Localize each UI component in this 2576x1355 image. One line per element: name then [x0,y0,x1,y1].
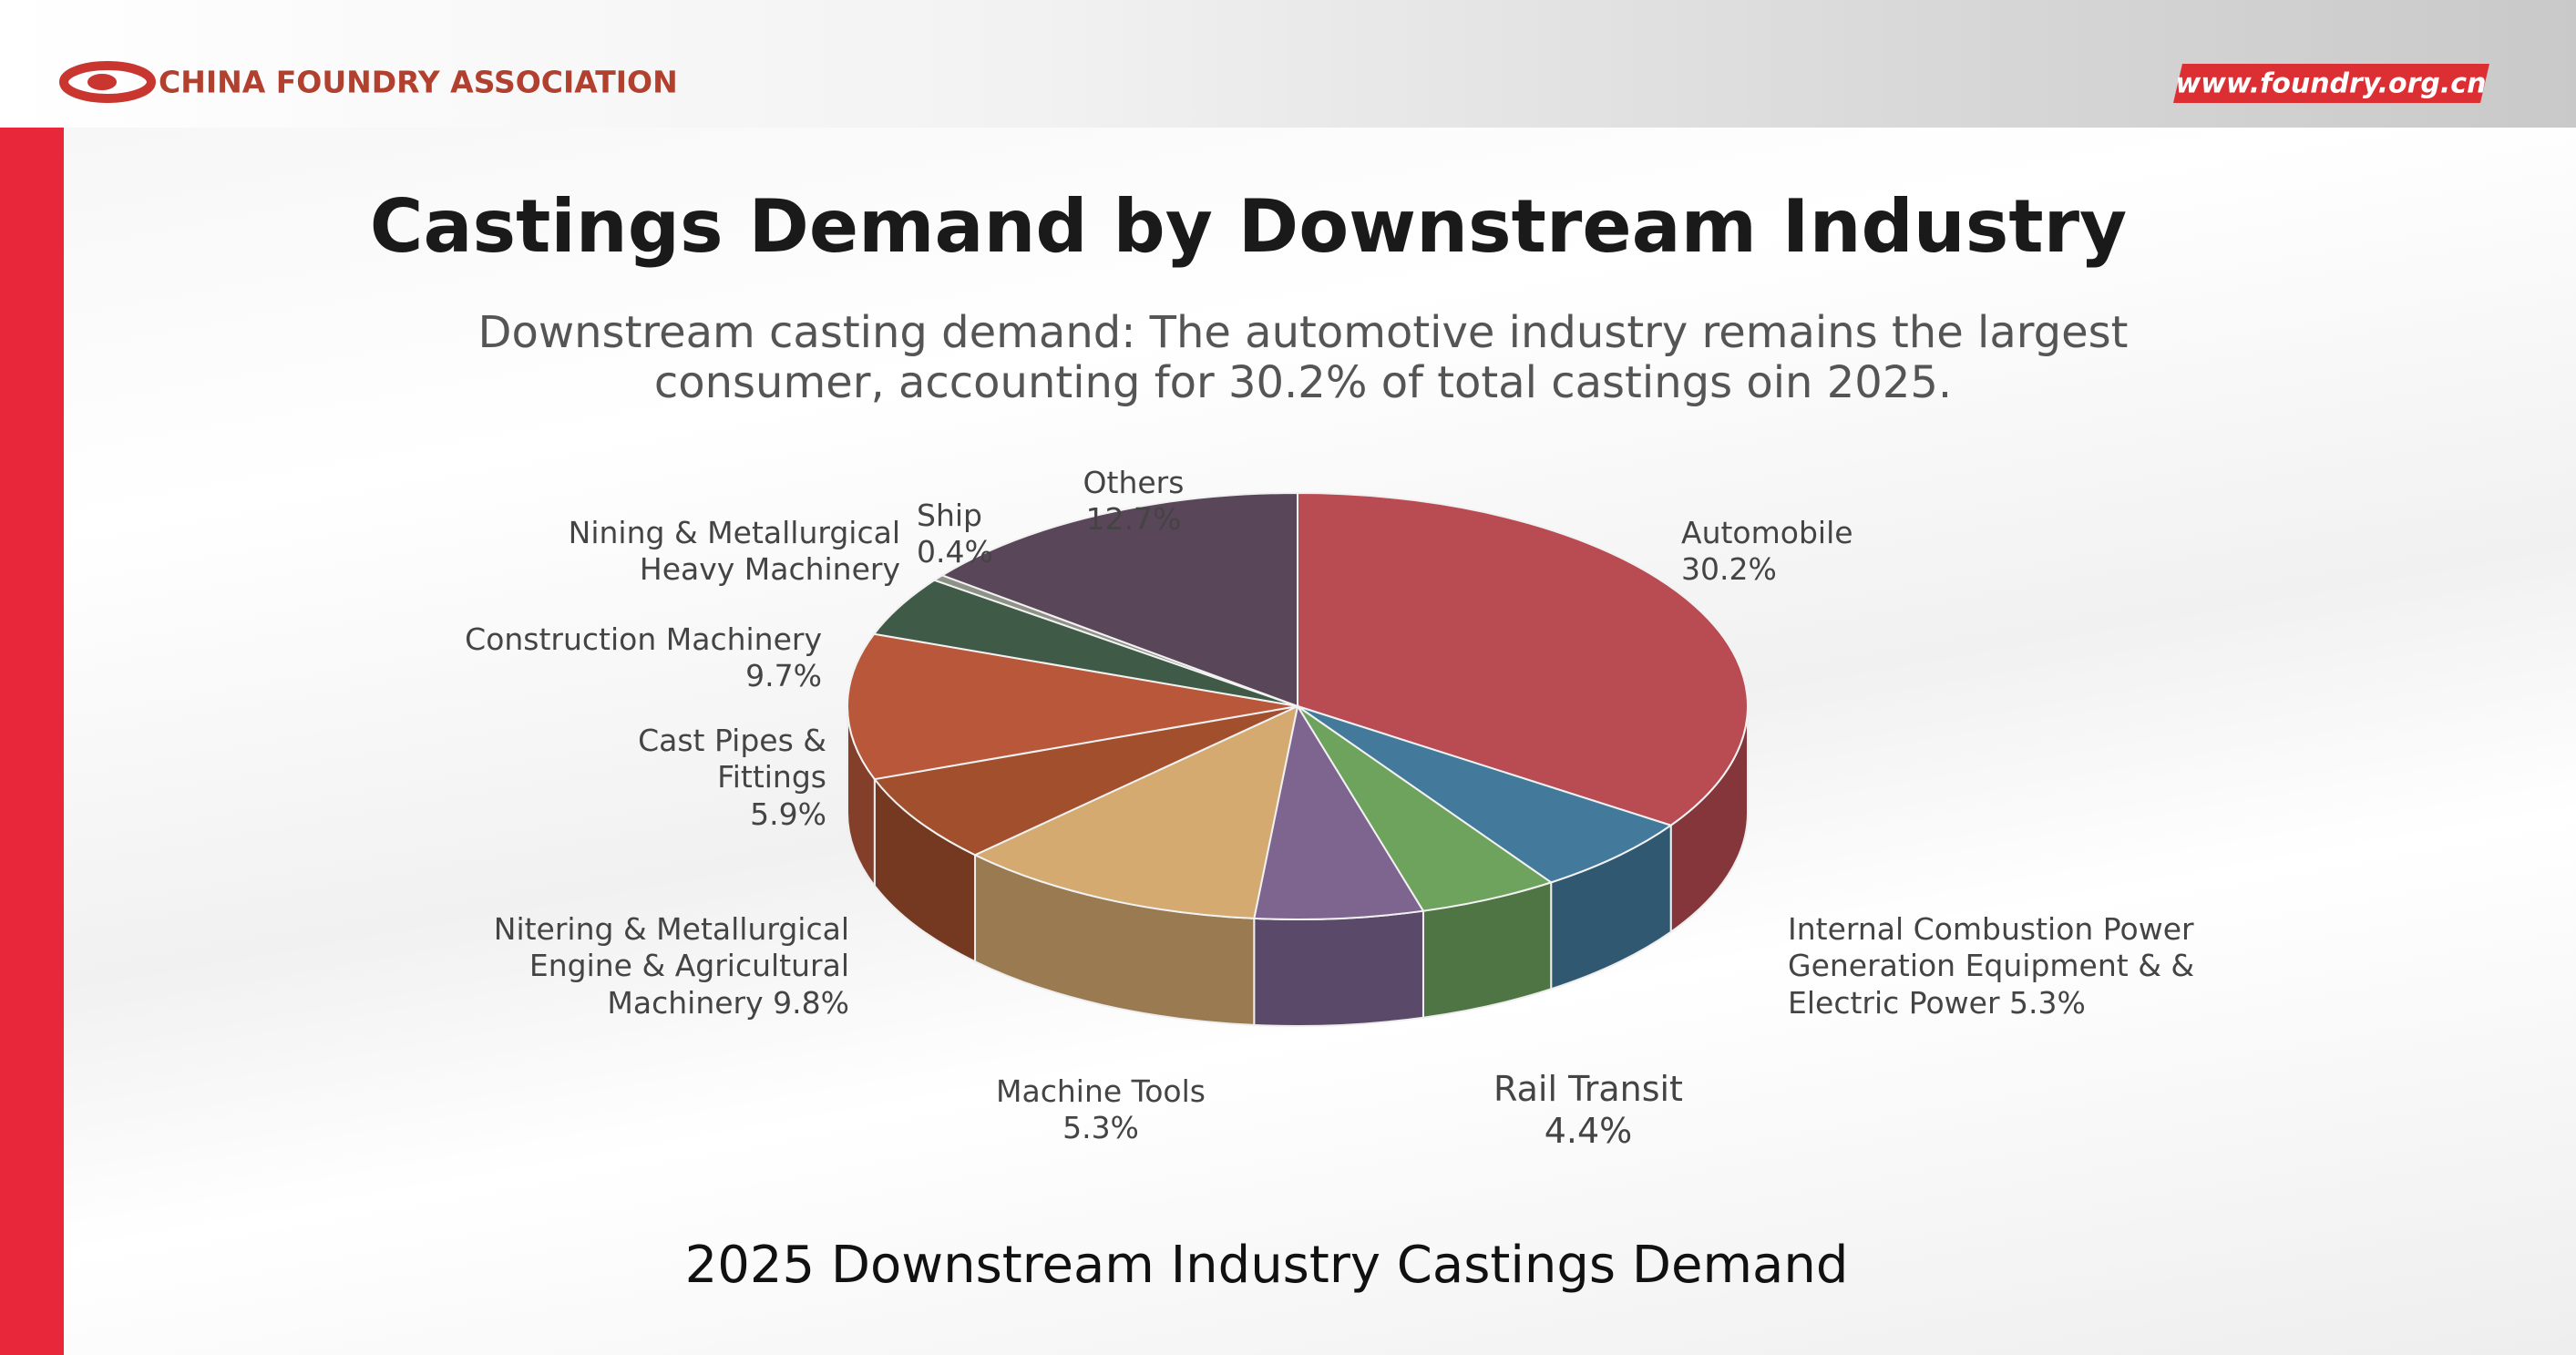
slice [1297,705,1673,884]
slice [1297,491,1749,826]
category-name: Machine Tools [996,1073,1206,1109]
website: www.foundry.org.cn [2176,68,2487,100]
slice [1297,705,1554,912]
category-name: Ship [917,498,982,533]
category-name: Cast Pipes & Fittings [638,723,826,796]
value-label: 30.2% [1681,551,1777,588]
slice-label: Rail Transit 4.4% [1452,1068,1725,1153]
chart-caption: 2025 Downstream Industry Castings Demand [685,1236,1849,1295]
value-label: 0.4% [917,534,993,570]
value-label: 5.3% [1062,1110,1139,1146]
category-name: Others [1083,465,1185,500]
value-label: 12.7% [1085,501,1182,538]
category-name: Construction Machinery [465,621,822,657]
side-bar [0,128,64,1355]
logo-mark [87,74,117,90]
category-name: Internal Combustion Power Generation Equ… [1788,911,2195,1021]
slice [847,632,1298,781]
pie [847,491,1749,1027]
value-label: 9.8% [773,984,849,1021]
slice [972,704,1299,919]
category-name: Rail Transit [1493,1069,1683,1109]
category-name: Nitering & Metallurgical Engine & Agricu… [493,911,849,1021]
slice-label: Internal Combustion Power Generation Equ… [1788,911,2298,1021]
logo-mark [59,61,156,103]
slice-label: Others 12.7% [997,465,1270,539]
value-label: 9.7% [745,658,822,694]
value-label: 5.9% [750,796,826,832]
slice-label: Nining & Metallurgical Heavy Machinery [481,515,900,589]
slice-side [1253,909,1424,1027]
category-name: Automobile [1681,515,1853,550]
slice [939,491,1298,708]
slice-label: Construction Machinery 9.7% [348,621,822,695]
url-badge [2173,64,2489,103]
slice-label: Ship 0.4% [917,498,1008,571]
organization: CHINA FOUNDRY ASSOCIATION [159,65,678,100]
category-name: Nining & Metallurgical Heavy Machinery [568,515,900,588]
slice-label: Cast Pipes & Fittings 5.9% [626,723,826,833]
header-band [0,0,2576,128]
slice-label: Automobile 30.2% [1681,515,1973,589]
slice-label: Nitering & Metallurgical Engine & Agricu… [467,911,849,1021]
slice-label: Machine Tools 5.3% [964,1073,1237,1147]
slice [873,705,1298,857]
chart-subtitle: Downstream casting demand: The automotiv… [477,307,2129,409]
chart-title: Castings Demand by Downstream Industry [370,184,2127,269]
value-label: 4.4% [1544,1111,1633,1152]
value-label: 5.3% [2009,984,2086,1021]
slice [1253,703,1425,920]
